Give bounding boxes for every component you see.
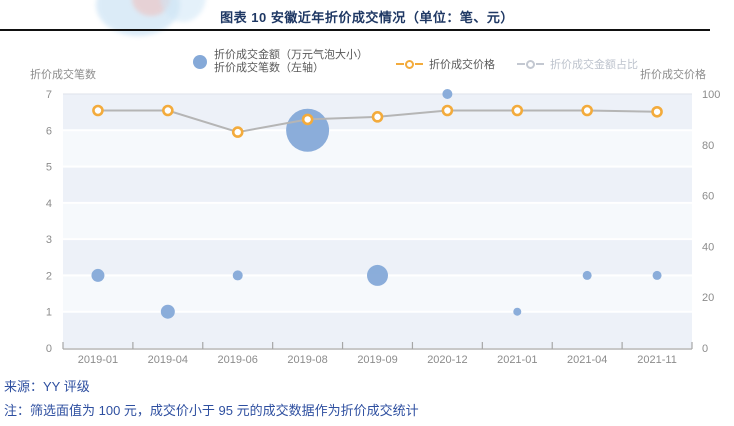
x-axis-label: 2019-08 [287,354,327,366]
chart-legend: 折价成交金额（万元气泡大小） 折价成交笔数（左轴） 折价成交价格 折价成交金额占… [0,47,734,81]
ratio-legend-label: 折价成交金额占比 [550,59,638,71]
x-axis-label: 2019-06 [218,354,258,366]
source-note: 来源：YY 评级 [4,379,90,394]
left-axis-title: 折价成交笔数 [30,69,96,81]
left-axis-tick-label: 4 [46,198,52,210]
bubble-point[interactable] [582,270,592,280]
left-axis-tick-label: 3 [46,234,52,246]
x-axis-label: 2021-04 [567,354,607,366]
left-axis-tick-label: 6 [46,125,52,137]
price-point[interactable] [441,104,454,117]
bubble-point[interactable] [91,268,105,282]
plot-band [63,166,692,203]
right-axis-tick-label: 40 [702,241,714,253]
price-point[interactable] [92,104,104,117]
plot-band [63,311,692,348]
bubble-point[interactable] [513,307,522,316]
price-legend-label: 折价成交价格 [429,59,495,71]
price-point[interactable] [231,126,244,138]
price-point[interactable] [162,104,174,117]
bubble-point[interactable] [160,304,175,319]
left-axis-tick-label: 1 [46,307,52,319]
plot-band [63,202,692,240]
ratio-legend-ring-icon [526,59,535,69]
bubble-point[interactable] [367,264,388,286]
left-axis-tick-label: 7 [46,89,52,101]
right-axis-tick-label: 60 [702,191,714,203]
price-point[interactable] [581,104,593,117]
price-legend-dash-icon [415,63,423,65]
plot-band [63,130,692,167]
bubble-legend-label: 折价成交金额（万元气泡大小） 折价成交笔数（左轴） [214,49,368,74]
left-axis-tick-label: 5 [46,162,52,174]
right-axis-tick-label: 0 [702,343,708,355]
bubble-point[interactable] [652,270,662,280]
method-note: 注：筛选面值为 100 元，成交价小于 95 元的成交数据作为折价成交统计 [4,403,419,418]
x-axis-label: 2021-11 [637,354,677,366]
bubble-legend-icon [193,55,207,69]
right-axis-tick-label: 80 [702,140,714,152]
chart-title: 图表 10 安徽近年折价成交情况（单位：笔、元） [220,10,514,25]
left-axis-tick-label: 0 [46,343,52,355]
legend-item-bubble[interactable]: 折价成交金额（万元气泡大小） 折价成交笔数（左轴） [193,49,368,75]
price-point[interactable] [651,105,663,118]
x-axis-label: 2019-09 [357,354,397,366]
ratio-legend-dash-icon [517,63,525,65]
price-point[interactable] [371,111,384,123]
right-axis-tick-label: 100 [702,89,720,101]
left-axis-tick-label: 2 [46,270,52,282]
legend-item-price[interactable]: 折价成交价格 [396,56,495,72]
bubble-point[interactable] [232,270,243,281]
right-axis-title: 折价成交价格 [640,69,706,81]
x-axis-label: 2020-12 [427,354,467,366]
title-divider-rule [0,29,710,31]
price-point[interactable] [301,113,314,126]
price-legend-ring-icon [405,59,414,69]
bubble-point[interactable] [442,89,453,99]
x-axis-label: 2019-04 [148,354,188,366]
x-axis-label: 2021-01 [497,354,537,366]
x-axis-label: 2019-01 [78,354,118,366]
price-point[interactable] [511,104,524,117]
price-legend-dash-icon [396,63,404,65]
ratio-legend-dash-icon [536,63,544,65]
legend-item-ratio-disabled[interactable]: 折价成交金额占比 [517,56,638,72]
right-axis-tick-label: 20 [702,292,714,304]
